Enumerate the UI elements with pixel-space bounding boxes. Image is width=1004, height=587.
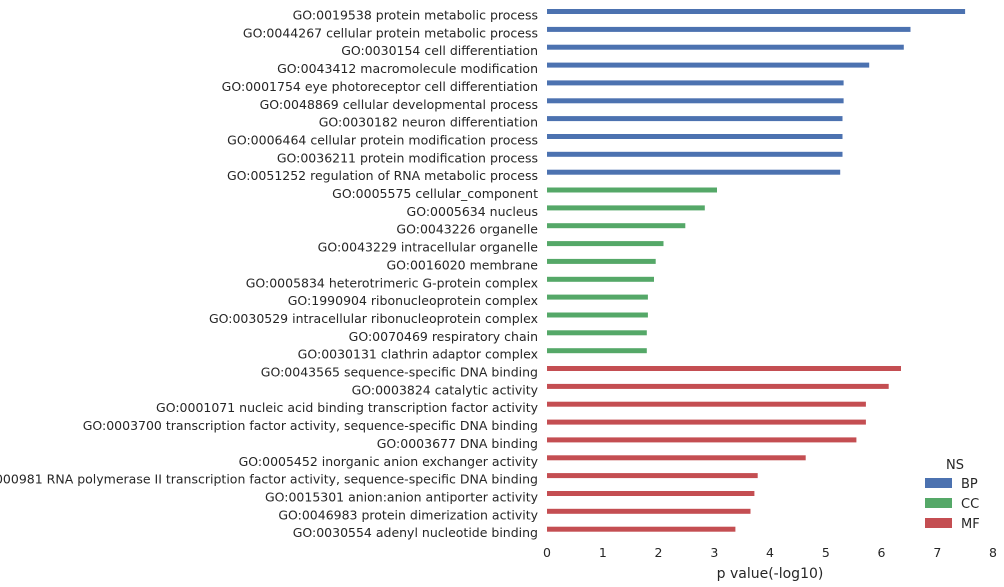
bar-cc [547,348,647,354]
bar-bp [547,9,966,14]
x-tick-label: 6 [878,545,886,560]
category-label: GO:0005634 nucleus [407,204,538,219]
legend-label-cc: CC [961,497,979,512]
x-tick-label: 8 [989,545,997,560]
bar-mf [547,473,758,479]
bar-bp [547,151,843,157]
bar-bp [547,169,841,175]
category-label: GO:0006464 cellular protein modification… [227,133,538,148]
legend-title: NS [946,458,964,473]
legend-swatch-mf [925,518,952,528]
category-label: GO:0003700 transcription factor activity… [83,418,538,433]
bar-bp [547,134,843,139]
x-tick-label: 4 [766,545,774,560]
bar-bp [547,116,843,122]
category-label: GO:0030554 adenyl nucleotide binding [293,525,538,540]
bar-cc [547,276,654,282]
bars-layer [547,9,966,532]
category-label: GO:0015301 anion:anion antiporter activi… [265,490,539,505]
category-label: GO:0005452 inorganic anion exchanger act… [239,454,539,469]
bar-bp [547,44,904,50]
bar-mf [547,437,857,443]
category-label: GO:0036211 protein modification process [277,150,538,165]
legend-swatch-cc [925,498,952,508]
x-tick-label: 3 [710,545,718,560]
x-axis-ticks: 0 1 2 3 4 5 6 7 8 [543,545,997,560]
bar-cc [547,205,705,211]
bar-mf [547,419,866,425]
category-label: GO:0048869 cellular developmental proces… [260,97,538,112]
category-label: GO:0016020 membrane [386,257,538,272]
category-label: GO:0001071 nucleic acid binding transcri… [156,400,539,415]
category-label: GO:0001754 eye photoreceptor cell differ… [222,79,538,94]
bar-mf [547,526,736,532]
category-label: GO:0043565 sequence-specific DNA binding [261,365,538,380]
bar-bp [547,98,844,104]
bar-cc [547,330,647,336]
x-tick-label: 5 [822,545,830,560]
x-tick-label: 7 [933,545,941,560]
category-label: GO:0000981 RNA polymerase II transcripti… [0,472,538,487]
category-label: GO:0030529 intracellular ribonucleoprote… [209,311,538,326]
category-label: GO:0005575 cellular_component [332,186,538,201]
category-label: GO:0003677 DNA binding [377,436,538,451]
legend-swatch-bp [925,478,952,488]
category-label: GO:0030131 clathrin adaptor complex [298,347,538,362]
category-label: GO:0043412 macromolecule modification [277,61,538,76]
legend-label-bp: BP [961,477,978,492]
legend-entries: BP CC MF [925,477,980,532]
bar-mf [547,383,889,389]
bar-mf [547,508,751,514]
category-label: GO:1990904 ribonucleoprotein complex [288,293,538,308]
category-label: GO:0070469 respiratory chain [349,329,538,344]
bar-bp [547,62,870,68]
bar-mf [547,491,755,496]
category-label: GO:0030154 cell differentiation [341,43,538,58]
category-label: GO:0051252 regulation of RNA metabolic p… [227,168,538,183]
bar-cc [547,223,686,229]
category-label: GO:0030182 neuron differentiation [319,115,538,130]
bar-bp [547,80,844,86]
x-axis-label: p value(-log10) [717,566,824,582]
bar-mf [547,366,901,371]
x-tick-label: 2 [655,545,663,560]
bar-cc [547,187,717,193]
category-label: GO:0019538 protein metabolic process [293,8,538,23]
category-labels: GO:0019538 protein metabolic process GO:0… [0,8,539,541]
bar-mf [547,455,806,461]
category-label: GO:0043229 intracellular organelle [318,240,539,255]
bar-cc [547,294,648,300]
bar-mf [547,401,866,407]
bar-cc [547,258,656,264]
category-label: GO:0003824 catalytic activity [352,382,539,397]
legend-label-mf: MF [961,517,980,532]
bar-cc [547,312,648,318]
bar-cc [547,241,664,247]
x-tick-label: 0 [543,545,551,560]
bar-bp [547,26,911,32]
category-label: GO:0046983 protein dimerization activity [278,507,538,522]
legend: NS BP CC MF [925,458,980,532]
category-label: GO:0043226 organelle [396,222,538,237]
x-tick-label: 1 [599,545,607,560]
category-label: GO:0005834 heterotrimeric G-protein comp… [246,275,538,290]
category-label: GO:0044267 cellular protein metabolic pr… [243,25,538,40]
